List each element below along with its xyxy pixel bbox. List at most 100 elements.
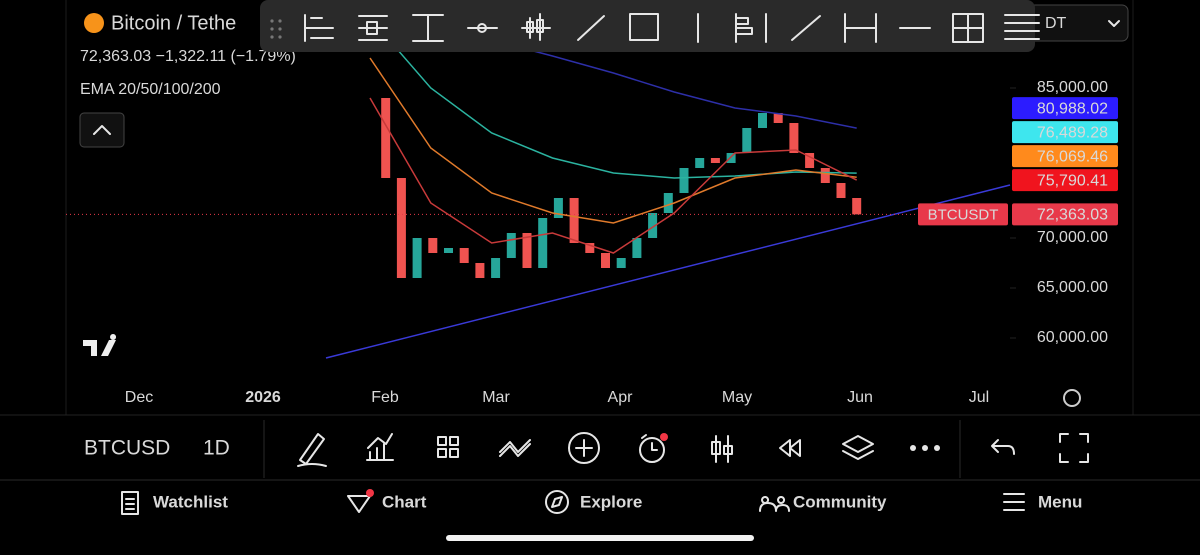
candle: [569, 198, 579, 243]
btn-add[interactable]: [568, 432, 600, 464]
price-tick-label: 65,000.00: [1037, 279, 1108, 296]
ema-line: [369, 97, 858, 254]
btn-layout[interactable]: [437, 436, 459, 458]
candle: [491, 258, 501, 278]
price-tag: [1012, 203, 1118, 226]
toolbar-symbol[interactable]: BTCUSD: [84, 437, 170, 460]
tool-range[interactable]: [412, 14, 444, 42]
candle: [444, 248, 453, 253]
time-axis-label: Jul: [969, 389, 989, 406]
candle: [475, 263, 485, 278]
nav-item[interactable]: Community: [793, 492, 887, 511]
collapse-button[interactable]: [79, 112, 125, 148]
price-tag-label: 76,489.28: [1037, 124, 1108, 141]
candle: [459, 248, 469, 263]
nav-community-icon: [759, 496, 790, 512]
trend-line: [325, 184, 1011, 359]
tool-rectangle[interactable]: [629, 13, 659, 41]
price-tick-label: 60,000.00: [1037, 329, 1108, 346]
candle: [396, 178, 406, 278]
tool-short-position[interactable]: [358, 15, 388, 41]
btn-layers[interactable]: [842, 435, 874, 460]
toolbar-interval[interactable]: 1D: [203, 437, 230, 460]
btn-compare[interactable]: [499, 439, 531, 457]
candle: [820, 168, 830, 183]
collapse-icon: [93, 125, 111, 135]
price-tag-label: 75,790.41: [1037, 172, 1108, 189]
add-plus: [575, 439, 593, 457]
symbol-tag: [918, 203, 1008, 226]
nav-chart-icon: [347, 495, 371, 513]
nav-explore-icon: [545, 490, 569, 514]
price-change: 72,363.03 −1,322.11 (−1.79%): [80, 48, 296, 65]
drawing-toolbar: [260, 0, 1035, 52]
btn-fullscreen[interactable]: [1059, 433, 1089, 463]
price-tag-label: 76,069.46: [1037, 148, 1108, 165]
price-tag-label: 72,363.03: [1037, 207, 1108, 224]
quote-select-text: DT: [1045, 15, 1067, 32]
candle: [758, 113, 767, 128]
toolbar-grip: [270, 19, 282, 39]
btn-indicators[interactable]: [366, 433, 394, 461]
tool-date-range[interactable]: [844, 13, 877, 43]
nav-item[interactable]: Chart: [382, 492, 427, 511]
candle: [726, 153, 736, 163]
candle: [428, 238, 438, 253]
tool-fib[interactable]: [735, 13, 753, 43]
indicator-label: EMA 20/50/100/200: [80, 81, 221, 98]
btn-draw[interactable]: [297, 433, 327, 467]
price-tag-label: 80,988.02: [1037, 100, 1108, 117]
candle: [632, 238, 642, 258]
tool-long-position[interactable]: [304, 14, 334, 42]
time-axis-label: Jun: [847, 389, 873, 406]
candle: [836, 183, 846, 198]
candle: [710, 158, 720, 163]
candle: [506, 233, 516, 258]
btn-undo[interactable]: [991, 439, 1015, 455]
nav-watchlist-icon: [121, 491, 139, 515]
candle: [585, 243, 595, 253]
btn-more[interactable]: [910, 445, 940, 451]
time-axis-label: Dec: [125, 389, 153, 406]
nav-item[interactable]: Watchlist: [153, 492, 228, 511]
tool-candles[interactable]: [521, 13, 551, 41]
symbol-tag-label: BTCUSDT: [928, 206, 999, 223]
price-tag: [1012, 169, 1118, 192]
candle: [679, 168, 689, 193]
time-axis-label: Mar: [482, 389, 510, 406]
compass-needle: [551, 496, 563, 508]
nav-item[interactable]: Explore: [580, 492, 642, 511]
candle: [695, 158, 705, 168]
tool-trend[interactable]: [577, 15, 605, 41]
alert-dot: [660, 433, 668, 441]
candle: [538, 218, 548, 268]
price-tag: [1012, 145, 1118, 168]
candle: [789, 123, 799, 153]
btn-replay[interactable]: [779, 439, 801, 457]
btn-alert[interactable]: [639, 437, 665, 463]
tool-point: [477, 23, 487, 33]
time-axis-label: May: [722, 389, 752, 406]
candle: [522, 233, 532, 268]
tool-ray[interactable]: [791, 15, 821, 41]
alert-hands: [641, 434, 658, 451]
settings-icon[interactable]: [1063, 389, 1081, 407]
candle: [601, 253, 610, 268]
nav-menu-icon: [1003, 493, 1025, 511]
candle: [742, 128, 752, 153]
home-indicator: [446, 535, 754, 541]
time-axis-label: Feb: [371, 389, 399, 406]
tool-more[interactable]: [1004, 14, 1040, 40]
time-axis-label: 2026: [245, 389, 281, 406]
nav-item[interactable]: Menu: [1038, 492, 1082, 511]
price-tag: [1012, 121, 1118, 144]
nav-chart-dot: [366, 489, 374, 497]
tool-grid[interactable]: [952, 13, 984, 43]
candle: [381, 98, 391, 178]
btn-candle-type[interactable]: [711, 435, 733, 463]
candle: [412, 238, 422, 278]
price-tick-label: 85,000.00: [1037, 79, 1108, 96]
bottom-nav: Watchlist Chart Explore Community Menu: [153, 492, 1082, 511]
